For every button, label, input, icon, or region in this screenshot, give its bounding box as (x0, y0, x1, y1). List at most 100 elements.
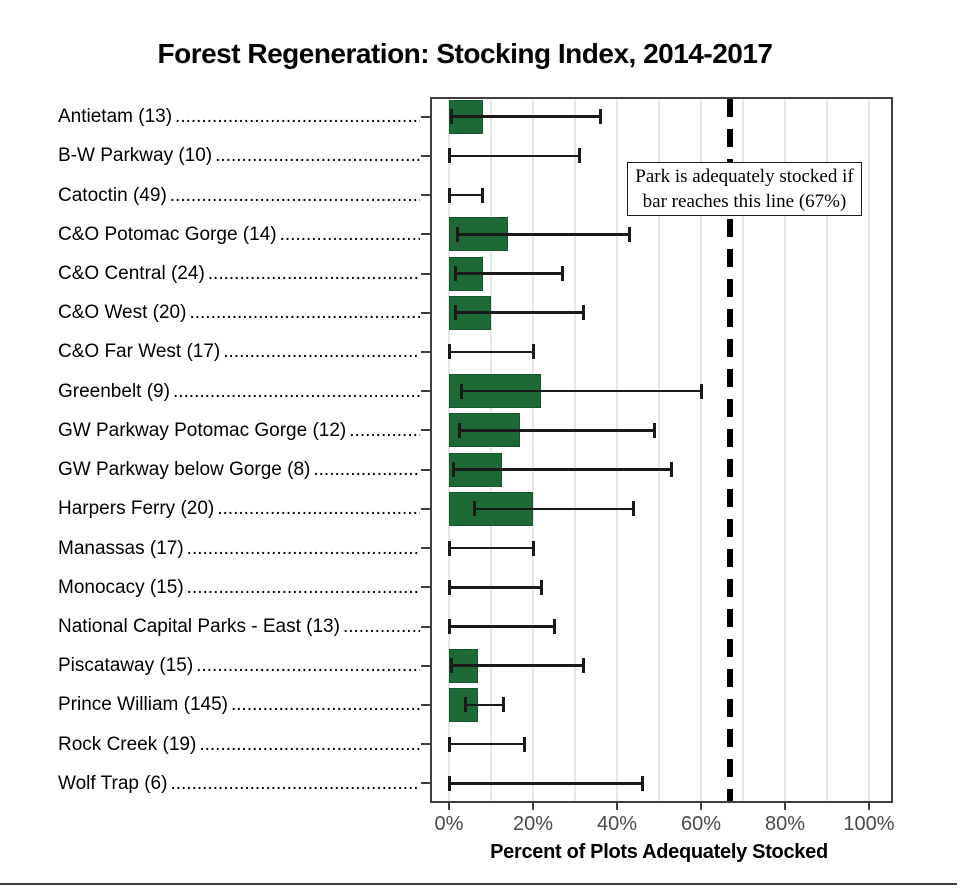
ci-upper-cap (640, 775, 644, 791)
gridline-0pct (448, 99, 450, 801)
dotted-leader: ........................................… (186, 538, 420, 558)
ci-upper-cap (539, 579, 543, 595)
ci-upper-cap (581, 658, 585, 674)
park-name: Piscataway (15) (58, 655, 194, 677)
confidence-interval-line (474, 507, 634, 511)
park-name: Manassas (17) (58, 537, 184, 559)
dotted-leader: ........................................… (230, 695, 420, 715)
x-axis-tick-40pct (616, 801, 618, 810)
dotted-leader: ........................................… (189, 303, 420, 323)
gridline-40pct (616, 99, 618, 801)
ci-upper-cap (670, 462, 674, 478)
x-tick-label-60pct: 60% (680, 813, 722, 835)
y-axis-tick (421, 233, 430, 236)
park-name: Catoctin (49) (58, 184, 167, 206)
x-axis-tick-60pct (700, 801, 702, 810)
y-axis-tick (421, 154, 430, 157)
x-tick-label-100pct: 100% (843, 813, 895, 835)
confidence-interval-line (459, 429, 655, 432)
park-row-label: GW Parkway below Gorge (8)..............… (58, 450, 420, 489)
park-name: C&O Central (24) (58, 262, 205, 284)
park-row-label: GW Parkway Potomac Gorge (12)...........… (58, 411, 420, 450)
park-name: Prince William (145) (58, 694, 228, 716)
confidence-interval-line (449, 546, 533, 550)
park-row-label: Piscataway (15).........................… (58, 646, 420, 685)
y-axis-tick (421, 194, 430, 197)
x-tick-label-20pct: 20% (512, 813, 554, 835)
ci-lower-cap (449, 109, 453, 125)
ci-upper-cap (560, 266, 564, 281)
dotted-leader: ........................................… (349, 420, 420, 440)
ci-lower-cap (447, 540, 451, 556)
park-row-label: Catoctin (49)...........................… (58, 175, 420, 214)
park-name: Harpers Ferry (20) (58, 498, 215, 520)
ci-upper-cap (577, 148, 581, 164)
y-axis-tick (421, 390, 430, 393)
confidence-interval-line (449, 154, 580, 158)
park-row-label: C&O West (20)...........................… (58, 293, 420, 332)
confidence-interval-line (457, 233, 630, 236)
annotation-line-2: bar reaches this line (67%) (642, 191, 847, 212)
park-row-label: C&O Potomac Gorge (14)..................… (58, 215, 420, 254)
gridline-70pct (742, 99, 744, 801)
park-name: Greenbelt (9) (58, 380, 170, 402)
park-row-label: Antietam (13)...........................… (58, 97, 420, 136)
y-axis-tick (421, 547, 430, 550)
y-axis-tick (421, 115, 430, 118)
park-row-label: C&O Far West (17).......................… (58, 332, 420, 371)
ci-lower-cap (453, 305, 457, 321)
park-name: C&O Potomac Gorge (14) (58, 223, 277, 245)
threshold-dashed-line (727, 99, 734, 801)
dotted-leader: ........................................… (172, 381, 420, 401)
ci-upper-cap (653, 422, 657, 438)
ci-lower-cap (447, 187, 451, 203)
dotted-leader: ........................................… (175, 107, 420, 127)
confidence-interval-line (455, 272, 563, 275)
ci-lower-cap (447, 775, 451, 791)
confidence-interval-line (461, 389, 701, 393)
confidence-interval-line (449, 350, 533, 354)
confidence-interval-line (451, 115, 601, 118)
ci-lower-cap (458, 422, 461, 438)
park-name: C&O Far West (17) (58, 341, 221, 363)
ci-lower-cap (472, 501, 476, 517)
park-row-label: Prince William (145)....................… (58, 685, 420, 724)
x-tick-label-80pct: 80% (764, 813, 806, 835)
gridline-10pct (490, 99, 492, 801)
dotted-leader: ........................................… (169, 185, 420, 205)
y-axis-tick (421, 586, 430, 589)
x-axis-tick-20pct (532, 801, 534, 810)
y-axis-tick (421, 350, 430, 353)
ci-upper-cap (502, 697, 506, 713)
confidence-interval-line (449, 193, 483, 197)
confidence-interval-line (449, 586, 542, 589)
park-name: Rock Creek (19) (58, 733, 197, 755)
park-row-label: National Capital Parks - East (13)......… (58, 607, 420, 646)
park-name: Wolf Trap (6) (58, 772, 168, 794)
gridline-30pct (574, 99, 576, 801)
y-axis-tick (421, 743, 430, 746)
confidence-interval-line (465, 703, 504, 707)
x-tick-label-0pct: 0% (434, 813, 464, 835)
ci-lower-cap (464, 697, 468, 713)
dotted-leader: ........................................… (342, 616, 420, 636)
gridline-20pct (532, 99, 534, 801)
dotted-leader: ........................................… (217, 499, 420, 519)
park-name: B-W Parkway (10) (58, 145, 213, 167)
park-row-label: C&O Central (24)........................… (58, 254, 420, 293)
gridline-60pct (700, 99, 702, 801)
confidence-interval-line (449, 782, 643, 785)
confidence-interval-line (455, 311, 584, 314)
ci-lower-cap (447, 148, 451, 164)
ci-lower-cap (453, 266, 457, 281)
y-axis-tick (421, 703, 430, 706)
ci-upper-cap (531, 540, 535, 556)
park-name: National Capital Parks - East (13) (58, 615, 340, 637)
confidence-interval-line (453, 468, 672, 471)
park-row-label: Greenbelt (9)...........................… (58, 372, 420, 411)
y-axis-tick (421, 664, 430, 667)
annotation-line-1: Park is adequately stocked if (635, 166, 854, 187)
dotted-leader: ........................................… (196, 656, 420, 676)
dotted-leader: ........................................… (223, 342, 420, 362)
